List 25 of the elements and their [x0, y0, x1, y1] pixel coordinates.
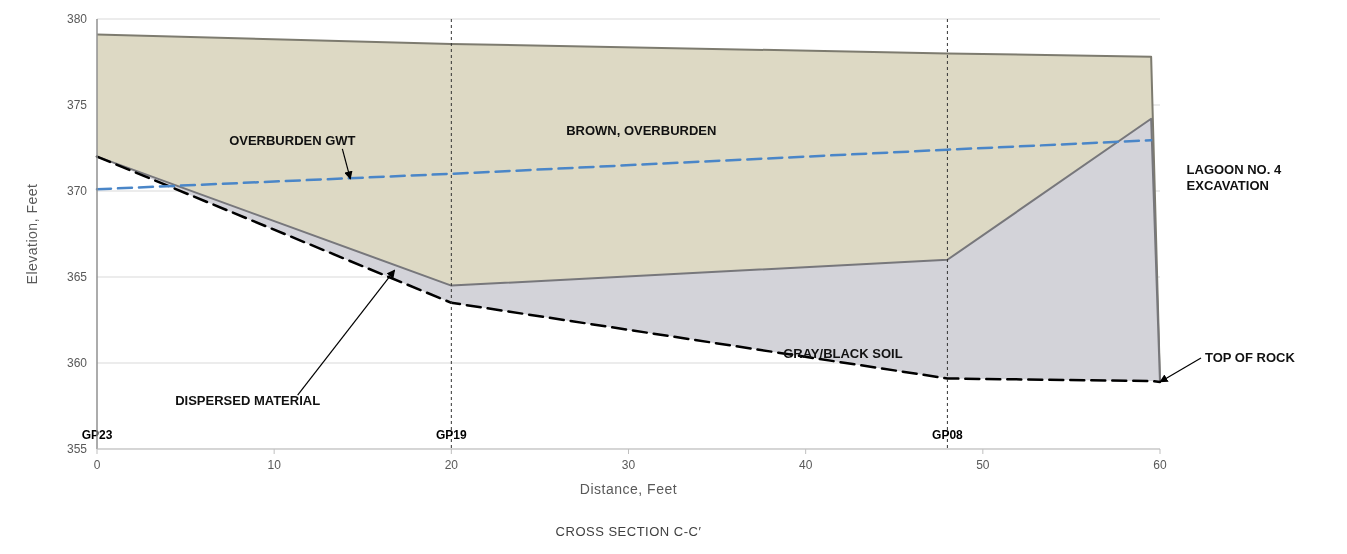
y-tick-label: 380 [66, 12, 88, 26]
y-tick-label: 365 [66, 270, 88, 284]
x-axis-title: Distance, Feet [579, 481, 678, 497]
x-tick-label: 50 [976, 458, 990, 472]
y-tick-label: 375 [66, 98, 88, 112]
x-tick-label: 10 [267, 458, 282, 472]
annotation: BROWN, OVERBURDEN [566, 123, 717, 139]
x-tick-label: 30 [621, 458, 636, 472]
annotation: TOP OF ROCK [1205, 349, 1296, 365]
y-tick-label: 360 [66, 356, 88, 370]
text: LAGOON NO. 4 EXCAVATION [1186, 161, 1282, 193]
y-tick-label: 370 [66, 184, 88, 198]
x-tick-label: 40 [798, 458, 813, 472]
x-tick-label: 20 [444, 458, 459, 472]
annotation: OVERBURDEN GWT [229, 132, 356, 148]
ref-line-label: GP23 [81, 428, 113, 442]
x-tick-label: 0 [93, 458, 101, 472]
text: CROSS SECTION C-C′ [555, 524, 702, 539]
ref-line-label: GP08 [932, 428, 964, 442]
annotation: GRAY/BLACK SOIL [783, 345, 903, 361]
annotation: DISPERSED MATERIAL [175, 393, 321, 409]
ref-line-label: GP19 [435, 428, 467, 442]
y-tick-label: 355 [66, 442, 88, 456]
y-axis-title: Elevation, Feet [24, 183, 40, 285]
x-tick-label: 60 [1153, 458, 1167, 472]
